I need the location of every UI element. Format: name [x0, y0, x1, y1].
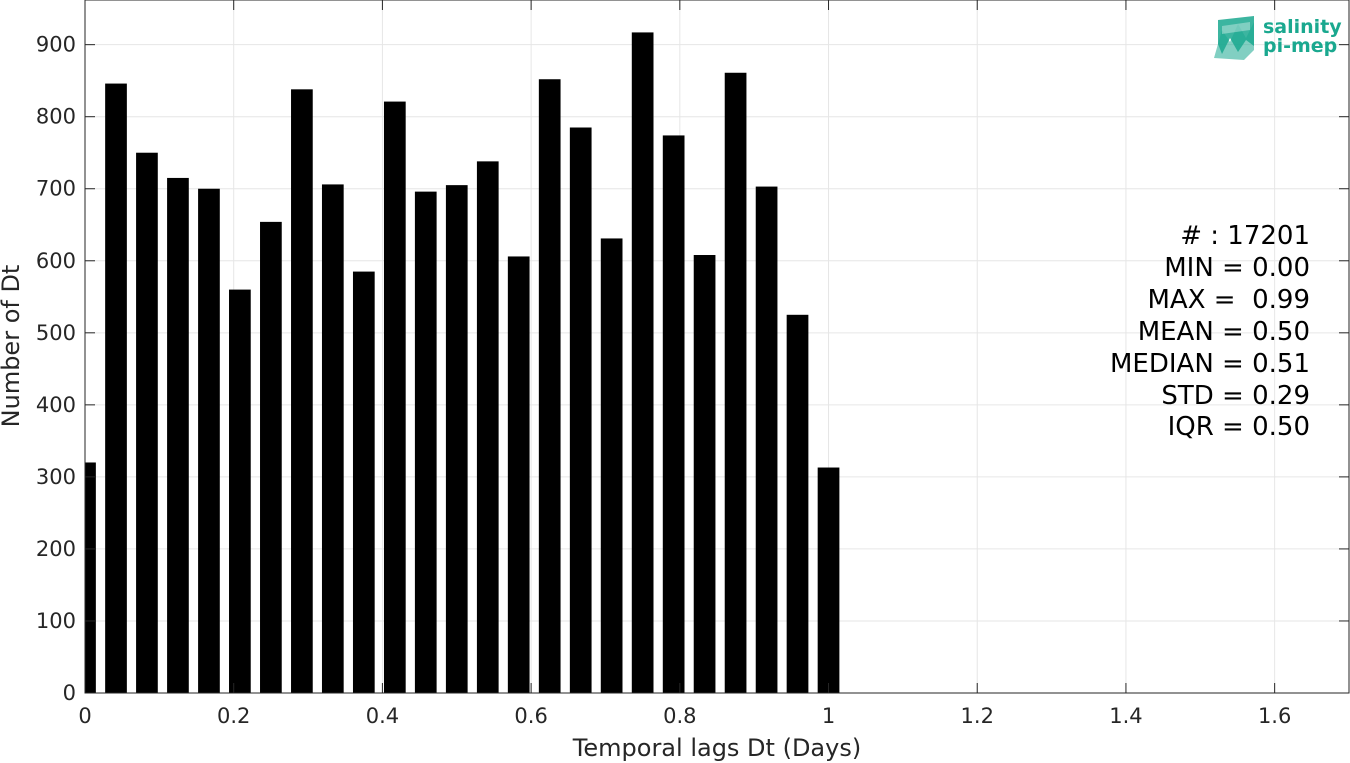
x-tick-label: 1: [822, 704, 835, 728]
stats-max: MAX = 0.99: [1148, 285, 1311, 315]
histogram-bar: [445, 185, 468, 693]
histogram-bar: [476, 161, 499, 693]
x-tick-label: 1.2: [961, 704, 994, 728]
x-tick-label: 0.4: [366, 704, 399, 728]
histogram-bar: [569, 127, 592, 694]
histogram-bar: [105, 83, 127, 693]
y-tick-label: 0: [63, 681, 76, 705]
histogram-bar: [755, 186, 778, 694]
axis-ticks: 0 0.2 0.4 0.6 0.8 1 1.2 1.4 1.6 0 100 200 300 400 500 6…: [36, 0, 1349, 728]
histogram-bar: [414, 191, 437, 693]
salinity-pi-mep-logo: salinity pi-mep: [1214, 16, 1342, 60]
histogram-bar: [85, 462, 96, 693]
histogram-bar: [198, 188, 220, 694]
histogram-bar: [662, 135, 685, 693]
x-tick-label: 1.6: [1258, 704, 1291, 728]
y-tick-label: 700: [36, 177, 76, 201]
y-tick-label: 100: [36, 609, 76, 633]
stats-mean: MEAN = 0.50: [1138, 317, 1310, 347]
histogram-bar: [167, 177, 189, 693]
logo-text-line1: salinity: [1263, 16, 1342, 38]
waves-logo-icon: [1214, 16, 1254, 60]
histogram-bar: [538, 79, 561, 694]
histogram-bar: [260, 221, 282, 694]
stats-median: MEDIAN = 0.51: [1110, 349, 1310, 379]
histogram-bar: [383, 101, 406, 694]
histogram-bar: [352, 271, 375, 693]
stats-iqr: IQR = 0.50: [1168, 412, 1310, 442]
histogram-bar: [507, 256, 530, 693]
x-tick-label: 0.8: [663, 704, 696, 728]
logo-text-line2: pi-mep: [1263, 35, 1337, 57]
y-tick-label: 800: [36, 105, 76, 129]
stats-count: # : 17201: [1180, 221, 1310, 251]
histogram-bar: [321, 184, 344, 693]
y-axis-label: Number of Dt: [0, 265, 25, 428]
stats-box: # : 17201 MIN = 0.00 MAX = 0.99 MEAN = 0…: [1110, 221, 1310, 442]
x-tick-label: 0.2: [217, 704, 250, 728]
y-tick-label: 400: [36, 393, 76, 417]
x-tick-label: 0: [78, 704, 91, 728]
histogram-bar: [786, 314, 809, 693]
histogram-bar: [600, 238, 623, 694]
histogram-bar: [631, 32, 654, 693]
histogram-bar: [817, 467, 840, 693]
y-tick-label: 500: [36, 321, 76, 345]
y-tick-label: 900: [36, 33, 76, 57]
histogram-bar: [229, 289, 251, 693]
histogram-bar: [724, 72, 747, 693]
y-tick-label: 300: [36, 465, 76, 489]
histogram-bar: [136, 152, 158, 693]
axes-box: [84, 0, 1350, 694]
x-tick-label: 1.4: [1109, 704, 1142, 728]
x-tick-label: 0.6: [514, 704, 547, 728]
bars: [85, 32, 840, 694]
stats-std: STD = 0.29: [1161, 381, 1310, 411]
y-tick-label: 600: [36, 249, 76, 273]
histogram-bar: [693, 255, 716, 694]
histogram-bar: [291, 89, 313, 693]
stats-min: MIN = 0.00: [1164, 253, 1310, 283]
x-axis-label: Temporal lags Dt (Days): [572, 734, 861, 762]
y-tick-label: 200: [36, 537, 76, 561]
